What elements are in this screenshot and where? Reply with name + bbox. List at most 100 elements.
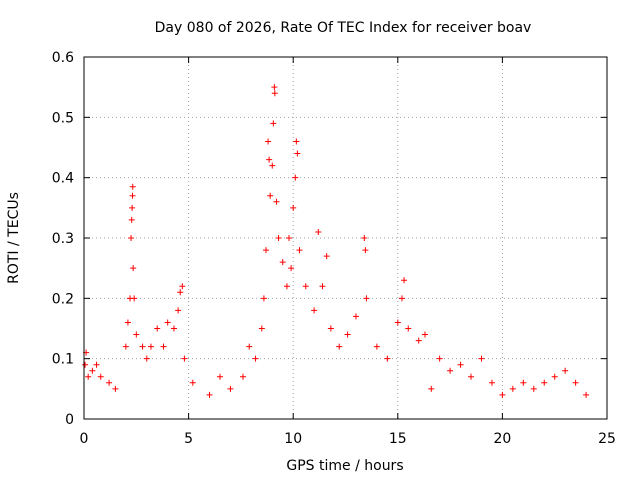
data-point — [294, 150, 301, 157]
data-point — [269, 162, 276, 169]
data-point — [296, 247, 303, 254]
data-point — [415, 337, 422, 344]
data-point — [275, 235, 282, 241]
data-point — [131, 295, 138, 302]
data-point — [164, 319, 171, 326]
data-point — [468, 373, 475, 380]
data-point — [273, 198, 280, 205]
data-point — [139, 343, 146, 350]
data-point — [478, 355, 485, 362]
x-tick-label: 20 — [493, 431, 511, 447]
data-point — [373, 343, 380, 350]
data-point — [175, 307, 182, 314]
data-point — [177, 289, 184, 296]
data-point — [265, 138, 272, 145]
data-point — [436, 355, 443, 362]
data-point — [293, 138, 300, 145]
data-point — [252, 355, 259, 362]
data-point — [499, 391, 506, 398]
data-point — [170, 325, 177, 332]
data-point — [124, 319, 131, 326]
data-point — [128, 235, 135, 241]
data-point — [143, 355, 150, 362]
data-point — [93, 361, 100, 368]
data-point — [302, 283, 309, 290]
y-tick-label: 0 — [65, 412, 74, 428]
x-tick-label: 10 — [284, 431, 302, 447]
data-point — [260, 295, 267, 302]
data-point — [128, 216, 135, 223]
data-point — [541, 379, 548, 386]
data-point — [85, 373, 92, 380]
y-tick-label: 0.3 — [52, 231, 74, 247]
data-point — [447, 367, 454, 374]
y-tick-label: 0.4 — [52, 171, 74, 187]
data-point — [363, 295, 370, 302]
data-point — [133, 331, 140, 338]
grid-lines — [84, 57, 607, 419]
data-point — [97, 373, 104, 380]
data-point — [246, 343, 253, 350]
x-tick-label: 25 — [598, 431, 616, 447]
data-point — [239, 373, 246, 380]
x-axis-ticks: 0 5 10 15 20 25 — [80, 57, 616, 447]
data-point — [181, 355, 188, 362]
data-point — [327, 325, 334, 332]
data-point — [457, 361, 464, 368]
data-point — [266, 156, 273, 163]
data-point — [336, 343, 343, 350]
data-point — [258, 325, 265, 332]
data-point — [344, 331, 351, 338]
data-point — [267, 192, 274, 199]
data-point — [129, 204, 136, 211]
data-point — [129, 183, 136, 190]
data-point — [288, 265, 295, 272]
y-tick-label: 0.1 — [52, 352, 74, 368]
data-point — [292, 174, 299, 181]
x-axis-label: GPS time / hours — [286, 458, 403, 474]
data-point — [361, 235, 368, 241]
data-point — [122, 343, 129, 350]
data-point — [147, 343, 154, 350]
data-point — [112, 385, 119, 392]
data-point — [551, 373, 558, 380]
data-point — [82, 361, 89, 368]
data-point — [271, 90, 278, 97]
y-tick-label: 0.6 — [52, 50, 74, 66]
data-point — [428, 385, 435, 392]
data-point — [520, 379, 527, 386]
y-axis-ticks: 0 0.1 0.2 0.3 0.4 0.5 0.6 — [52, 50, 607, 428]
data-point — [216, 373, 223, 380]
data-point — [227, 385, 234, 392]
data-point — [572, 379, 579, 386]
data-point — [319, 283, 326, 290]
data-point — [394, 319, 401, 326]
data-point — [362, 247, 369, 254]
data-point — [323, 253, 330, 260]
x-tick-label: 5 — [184, 431, 193, 447]
data-point — [398, 295, 405, 302]
y-tick-label: 0.2 — [52, 291, 74, 307]
data-point — [283, 283, 290, 290]
data-point — [315, 228, 322, 235]
y-axis-label: ROTI / TECUs — [6, 192, 22, 284]
data-point — [530, 385, 537, 392]
x-tick-label: 0 — [80, 431, 89, 447]
data-point — [401, 277, 408, 284]
data-point — [89, 367, 96, 374]
data-point — [279, 259, 286, 266]
data-point — [509, 385, 516, 392]
data-point — [421, 331, 428, 338]
data-point — [583, 391, 590, 398]
data-point — [271, 84, 278, 91]
data-point — [352, 313, 359, 320]
data-point — [488, 379, 495, 386]
data-point — [189, 379, 196, 386]
data-point — [562, 367, 569, 374]
chart-title: Day 080 of 2026, Rate Of TEC Index for r… — [155, 20, 532, 36]
data-point — [179, 283, 186, 290]
data-point — [311, 307, 318, 314]
data-points — [82, 84, 590, 398]
data-point — [270, 120, 277, 127]
